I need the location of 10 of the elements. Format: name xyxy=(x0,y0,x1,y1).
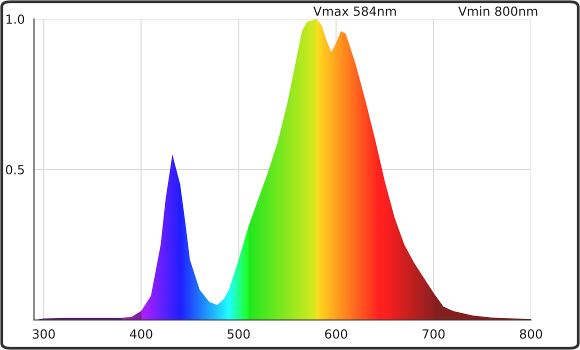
x-tick-label: 500 xyxy=(228,329,250,339)
x-tick-label: 800 xyxy=(520,329,542,339)
x-tick-label: 400 xyxy=(130,329,152,339)
y-tick-label: 0.5 xyxy=(6,164,24,174)
text: Vmax 584nm xyxy=(313,6,396,16)
y-tick-label: 1.0 xyxy=(6,14,24,24)
text: Vmin 800nm xyxy=(458,6,538,16)
x-tick-label: 700 xyxy=(422,329,445,339)
x-tick-label: 300 xyxy=(32,329,55,339)
x-tick-label: 600 xyxy=(325,329,348,339)
